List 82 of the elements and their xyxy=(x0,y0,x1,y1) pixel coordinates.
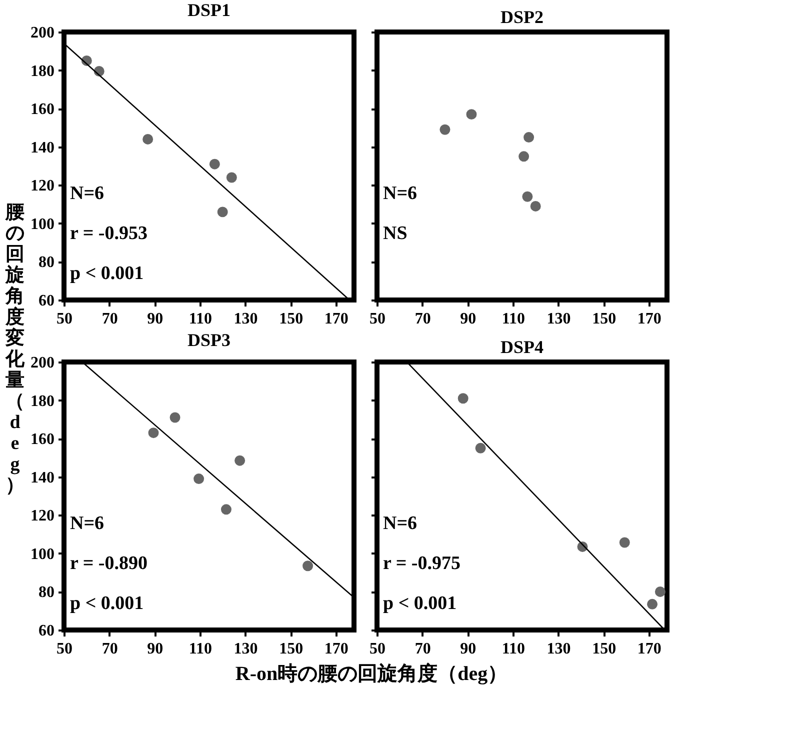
point xyxy=(148,428,159,438)
annotation: r = -0.953 xyxy=(70,223,148,244)
point xyxy=(170,412,180,423)
x-tick-label: 50 xyxy=(56,640,72,658)
annotation: r = -0.890 xyxy=(70,553,148,574)
y-tick-label: 140 xyxy=(30,469,54,486)
point xyxy=(440,124,450,135)
text: 腰の回旋角度変化量（deg） xyxy=(6,202,24,496)
chart-title: DSP2 xyxy=(500,7,544,27)
point xyxy=(458,393,468,404)
point xyxy=(142,134,154,144)
annotation: N=6 xyxy=(383,512,418,534)
x-tick-label: 130 xyxy=(234,310,258,328)
y-tick-label: 180 xyxy=(30,62,54,80)
y-tick-label: 160 xyxy=(30,101,54,118)
x-tick-label: 70 xyxy=(102,640,118,658)
point xyxy=(220,504,232,515)
x-tick-label: 50 xyxy=(370,640,386,658)
point xyxy=(654,586,666,597)
point xyxy=(194,474,204,484)
x-tick-label: 110 xyxy=(188,640,212,658)
y-tick-label: 60 xyxy=(38,292,54,310)
x-tick-label: 150 xyxy=(279,310,304,328)
x-tick-label: 130 xyxy=(546,640,571,658)
point xyxy=(217,206,228,218)
x-axis-title: R-on時の腰の回旋角度（deg） xyxy=(234,662,509,687)
x-tick-label: 90 xyxy=(460,310,476,328)
x-tick-label: 70 xyxy=(102,310,118,328)
x-tick-label: 170 xyxy=(637,640,662,658)
y-tick-label: 200 xyxy=(30,24,54,42)
x-tick-label: 110 xyxy=(188,310,212,328)
point xyxy=(619,537,630,548)
y-tick-label: 100 xyxy=(30,216,54,233)
annotation: N=6 xyxy=(70,182,104,204)
x-tick-label: 150 xyxy=(592,640,616,658)
x-tick-label: 70 xyxy=(414,640,431,658)
point xyxy=(530,200,541,212)
annotation: p < 0.001 xyxy=(383,593,457,614)
x-tick-label: 70 xyxy=(414,310,431,328)
point xyxy=(647,598,658,610)
x-tick-label: 90 xyxy=(147,640,164,658)
annotation: p < 0.001 xyxy=(70,593,144,614)
x-tick-label: 150 xyxy=(279,640,304,658)
x-tick-label: 110 xyxy=(502,640,525,658)
point xyxy=(226,172,237,183)
point xyxy=(209,158,220,170)
chart-title: DSP1 xyxy=(187,0,231,20)
x-tick-label: 170 xyxy=(324,310,348,328)
y-tick-label: 100 xyxy=(30,546,54,563)
y-tick-label: 180 xyxy=(30,392,54,410)
y-tick-label: 60 xyxy=(38,622,54,640)
annotation: NS xyxy=(383,223,408,244)
annotation: p < 0.001 xyxy=(70,263,144,284)
x-tick-label: 130 xyxy=(234,640,258,658)
y-tick-label: 80 xyxy=(38,254,54,272)
y-tick-label: 120 xyxy=(30,508,54,525)
x-tick-label: 170 xyxy=(637,310,662,328)
y-tick-label: 160 xyxy=(30,431,54,448)
annotation: r = -0.975 xyxy=(383,553,460,574)
point xyxy=(234,455,246,466)
point xyxy=(475,442,486,454)
x-tick-label: 90 xyxy=(147,310,164,328)
y-tick-label: 140 xyxy=(30,139,54,156)
chart-title: DSP3 xyxy=(187,330,231,350)
point xyxy=(466,109,477,120)
annotation: N=6 xyxy=(383,182,418,204)
x-tick-label: 130 xyxy=(546,310,571,328)
point xyxy=(524,132,534,143)
x-tick-label: 170 xyxy=(324,640,348,658)
x-tick-label: 150 xyxy=(592,310,616,328)
point xyxy=(522,191,533,202)
y-tick-label: 200 xyxy=(30,354,54,372)
point xyxy=(302,560,314,572)
chart-title: DSP4 xyxy=(500,337,544,357)
y-tick-label: 120 xyxy=(30,178,54,195)
x-tick-label: 90 xyxy=(460,640,476,658)
x-tick-label: 50 xyxy=(370,310,386,328)
x-tick-label: 110 xyxy=(502,310,525,328)
annotation: N=6 xyxy=(70,512,104,534)
y-tick-label: 80 xyxy=(38,584,54,602)
point xyxy=(518,151,530,162)
x-tick-label: 50 xyxy=(56,310,72,328)
